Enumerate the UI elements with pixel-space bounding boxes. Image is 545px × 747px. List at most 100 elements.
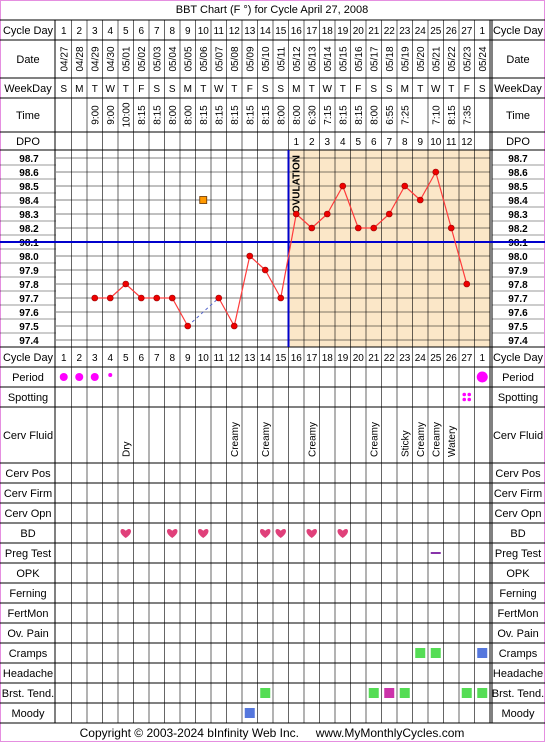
temperature-plot: OVULATION bbox=[0, 150, 545, 347]
time-cell: 8:00 bbox=[369, 105, 380, 125]
cycle-day-cell: 1 bbox=[479, 26, 485, 37]
temp-tick-left: 98.1 bbox=[19, 238, 39, 249]
temp-tick-left: 97.9 bbox=[19, 266, 39, 277]
tracking-label-left: FertMon bbox=[8, 608, 49, 620]
cycle-day-cell: 5 bbox=[123, 26, 129, 37]
temp-point bbox=[323, 210, 331, 218]
weekday-cell: W bbox=[106, 84, 116, 95]
time-cell: 9:00 bbox=[90, 105, 101, 125]
tracking-label-right: Ferning bbox=[499, 588, 536, 600]
row-label-right: Date bbox=[506, 54, 529, 66]
date-cell: 05/15 bbox=[338, 46, 349, 71]
weekday-cell: F bbox=[464, 84, 470, 95]
time-cell: 6:55 bbox=[385, 105, 396, 125]
weekday-cell: M bbox=[401, 84, 409, 95]
tracking-label-left: Moody bbox=[11, 708, 45, 720]
date-cell: 05/19 bbox=[400, 46, 411, 71]
temp-segment bbox=[295, 213, 313, 229]
cycle-day-cell: 20 bbox=[353, 26, 365, 37]
heart-icon bbox=[306, 529, 318, 538]
temp-point bbox=[463, 280, 471, 288]
date-cell: 05/02 bbox=[137, 46, 148, 71]
temp-tick-left: 98.4 bbox=[19, 196, 39, 207]
period-dot-light bbox=[108, 373, 113, 377]
time-cell: 8:15 bbox=[230, 105, 241, 125]
cerv-fluid-value: Watery bbox=[447, 426, 458, 457]
temp-point bbox=[246, 252, 254, 260]
tracking-label-right: Brst. Tend. bbox=[492, 688, 544, 700]
tracking-label-right: Spotting bbox=[498, 392, 538, 404]
spotting-dot bbox=[462, 397, 467, 402]
time-cell: 7:10 bbox=[431, 105, 442, 125]
tracking-label-right: Cerv Firm bbox=[494, 488, 542, 500]
time-cell: 8:15 bbox=[447, 105, 458, 125]
cycle-day-cell: 4 bbox=[107, 26, 113, 37]
temp-tick-right: 98.0 bbox=[508, 252, 528, 263]
cycle-day-cell: 19 bbox=[337, 26, 349, 37]
tracking-label-right: Headache bbox=[493, 668, 543, 680]
date-cell: 04/28 bbox=[75, 46, 86, 71]
header-rows: 104/27S1204/28M2304/29T9:003404/30W9:004… bbox=[59, 26, 489, 364]
date-cell: 05/21 bbox=[431, 46, 442, 71]
dpo-cell: 12 bbox=[461, 137, 473, 148]
tracking-label-right: Ov. Pain bbox=[497, 628, 538, 640]
cycle-day-cell-bottom: 14 bbox=[260, 353, 272, 364]
time-cell: 9:00 bbox=[106, 105, 117, 125]
plot-bg-post bbox=[288, 150, 490, 347]
tracking-label-left: OPK bbox=[16, 568, 40, 580]
blue-symptom-box bbox=[477, 648, 488, 658]
weekday-cell: W bbox=[431, 84, 441, 95]
green-symptom-box bbox=[399, 688, 410, 698]
dpo-cell: 7 bbox=[386, 137, 392, 148]
tracking-label-left: Headache bbox=[3, 668, 53, 680]
weekday-cell: T bbox=[448, 84, 454, 95]
temp-tick-right: 98.7 bbox=[508, 154, 528, 165]
tracking-label-right: Period bbox=[502, 372, 534, 384]
heart-icon bbox=[337, 529, 349, 538]
tracking-rows: Period Period Spotting Spotting Cerv Fluid Ce… bbox=[2, 371, 544, 720]
blue-symptom-box bbox=[244, 708, 255, 718]
temp-tick-left: 98.5 bbox=[19, 182, 39, 193]
temp-tick-left: 98.3 bbox=[19, 210, 39, 221]
temp-segment bbox=[388, 185, 406, 215]
time-cell: 7:35 bbox=[462, 105, 473, 125]
temp-segment bbox=[264, 269, 282, 299]
cycle-day-cell: 7 bbox=[154, 26, 160, 37]
temp-point bbox=[106, 294, 114, 302]
temp-segment bbox=[311, 213, 328, 229]
heart-icon bbox=[259, 529, 271, 538]
date-cell: 05/11 bbox=[276, 46, 287, 71]
cycle-day-cell-bottom: 2 bbox=[76, 353, 82, 364]
cycle-day-cell: 3 bbox=[92, 26, 98, 37]
heart-icon bbox=[166, 529, 178, 538]
cerv-fluid-value: Creamy bbox=[431, 422, 442, 457]
temp-tick-right: 97.6 bbox=[508, 308, 528, 319]
tracking-label-right: FertMon bbox=[498, 608, 539, 620]
cycle-day-cell-bottom: 23 bbox=[399, 353, 411, 364]
cycle-day-cell: 14 bbox=[260, 26, 272, 37]
row-label-right: Cycle Day bbox=[493, 352, 544, 364]
time-cell: 8:15 bbox=[338, 105, 349, 125]
period-dot-heavy bbox=[476, 371, 488, 383]
weekday-cell: T bbox=[340, 84, 346, 95]
cycle-day-cell-bottom: 27 bbox=[461, 353, 473, 364]
cerv-fluid-value: Creamy bbox=[230, 422, 241, 457]
temp-segment bbox=[171, 297, 189, 327]
cycle-day-cell-bottom: 8 bbox=[169, 353, 175, 364]
temp-tick-right: 97.8 bbox=[508, 280, 528, 291]
green-symptom-box bbox=[415, 648, 426, 658]
cycle-day-cell-bottom: 4 bbox=[107, 353, 113, 364]
tracking-label-right: OPK bbox=[506, 568, 530, 580]
tracking-label-right: Cerv Opn bbox=[494, 508, 541, 520]
time-cell: 8:15 bbox=[137, 105, 148, 125]
cycle-day-cell: 1 bbox=[61, 26, 67, 37]
date-cell: 05/18 bbox=[385, 46, 396, 71]
temp-segment bbox=[233, 255, 251, 327]
date-cell: 05/06 bbox=[199, 46, 210, 71]
date-cell: 05/14 bbox=[323, 46, 334, 71]
time-cell: 10:00 bbox=[121, 102, 132, 127]
ovulation-label: OVULATION bbox=[292, 155, 303, 213]
temp-point bbox=[416, 196, 424, 204]
